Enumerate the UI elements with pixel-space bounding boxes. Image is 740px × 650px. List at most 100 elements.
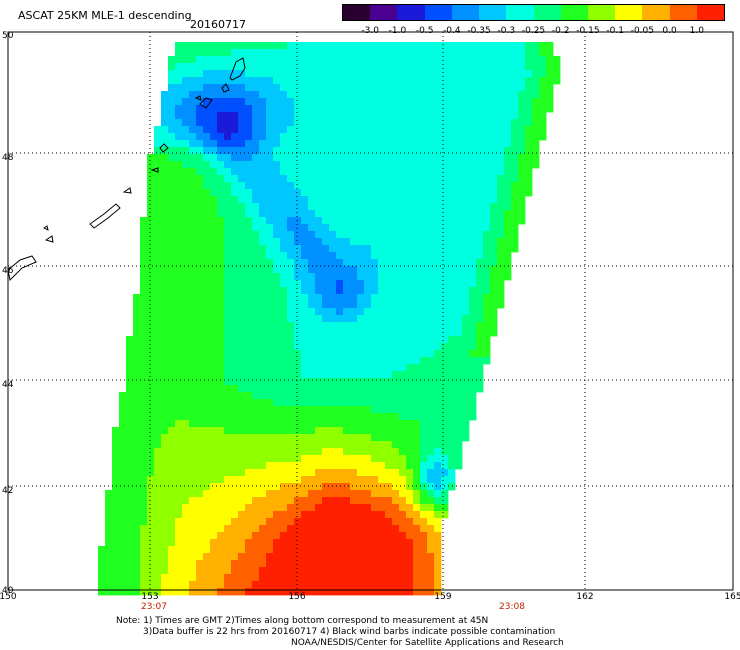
swath-cell [350,560,358,568]
swath-cell [448,91,456,99]
swath-cell [448,154,456,162]
swath-cell [336,252,344,260]
swath-cell [140,224,148,232]
swath-cell [280,357,288,365]
swath-cell [210,462,218,470]
swath-cell [154,560,162,568]
swath-cell [350,511,358,519]
swath-cell [259,147,267,155]
swath-cell [476,245,484,253]
swath-cell [266,77,274,85]
swath-cell [413,63,421,71]
swath-cell [357,497,365,505]
swath-cell [140,280,148,288]
swath-cell [196,336,204,344]
swath-cell [343,553,351,561]
swath-cell [399,448,407,456]
swath-cell [399,329,407,337]
swath-cell [434,224,442,232]
swath-cell [455,175,463,183]
swath-cell [154,308,162,316]
color-scale-tick-label: -3.0 [361,26,379,36]
swath-cell [133,532,141,540]
swath-cell [392,455,400,463]
swath-cell [364,105,372,113]
swath-cell [196,63,204,71]
swath-cell [210,399,218,407]
swath-cell [490,133,498,141]
swath-cell [308,119,316,127]
swath-cell [378,210,386,218]
swath-cell [350,588,358,596]
swath-cell [448,455,456,463]
swath-cell [546,63,554,71]
swath-cell [294,182,302,190]
swath-cell [525,168,533,176]
swath-cell [252,294,260,302]
swath-cell [224,154,232,162]
swath-cell [126,350,134,358]
island-outline [43,225,49,231]
swath-cell [259,448,267,456]
swath-cell [280,574,288,582]
swath-cell [161,91,169,99]
swath-cell [343,413,351,421]
swath-cell [462,203,470,211]
swath-cell [469,315,477,323]
swath-cell [385,308,393,316]
swath-cell [245,427,253,435]
swath-cell [175,399,183,407]
swath-cell [280,217,288,225]
swath-cell [266,525,274,533]
swath-cell [336,581,344,589]
swath-cell [350,385,358,393]
swath-cell [469,294,477,302]
swath-cell [399,203,407,211]
swath-cell [448,231,456,239]
swath-cell [238,322,246,330]
swath-cell [259,553,267,561]
swath-cell [322,280,330,288]
swath-cell [154,553,162,561]
swath-cell [196,42,204,50]
swath-cell [294,427,302,435]
swath-cell [154,462,162,470]
swath-cell [224,504,232,512]
color-scale-cell [506,5,534,20]
swath-cell [413,413,421,421]
swath-cell [203,77,211,85]
swath-cell [413,588,421,596]
swath-cell [147,560,155,568]
swath-cell [371,476,379,484]
swath-cell [329,581,337,589]
swath-cell [168,231,176,239]
swath-cell [399,126,407,134]
swath-cell [385,336,393,344]
swath-cell [399,504,407,512]
swath-cell [441,161,449,169]
swath-cell [462,315,470,323]
swath-cell [273,490,281,498]
swath-cell [273,119,281,127]
swath-cell [161,301,169,309]
product-date: 20160717 [190,18,246,31]
swath-cell [294,196,302,204]
swath-cell [434,63,442,71]
swath-cell [147,532,155,540]
swath-cell [364,161,372,169]
swath-cell [350,91,358,99]
swath-cell [448,56,456,64]
swath-cell [483,336,491,344]
swath-cell [168,448,176,456]
swath-cell [147,245,155,253]
swath-cell [147,357,155,365]
swath-cell [469,224,477,232]
swath-cell [343,336,351,344]
swath-cell [413,231,421,239]
swath-cell [273,280,281,288]
swath-cell [441,112,449,120]
swath-cell [161,462,169,470]
swath-cell [266,91,274,99]
swath-cell [147,392,155,400]
swath-cell [231,147,239,155]
